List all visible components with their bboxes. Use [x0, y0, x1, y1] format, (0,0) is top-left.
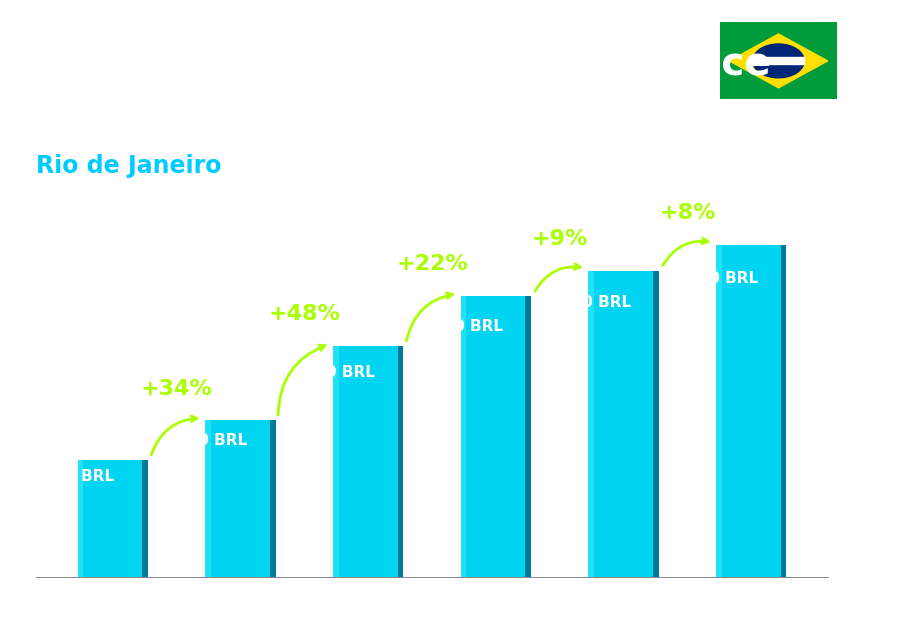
- Bar: [589, 271, 594, 577]
- Text: 23,900 BRL: 23,900 BRL: [534, 295, 631, 310]
- Bar: [270, 420, 275, 577]
- Bar: [398, 346, 403, 577]
- Text: +8%: +8%: [659, 203, 716, 223]
- Bar: [461, 296, 531, 577]
- Bar: [333, 346, 338, 577]
- Bar: [205, 420, 211, 577]
- Text: explorer.com: explorer.com: [450, 615, 567, 633]
- Bar: [716, 245, 787, 577]
- Bar: [526, 296, 531, 577]
- Text: +22%: +22%: [396, 254, 468, 274]
- Text: +34%: +34%: [140, 379, 212, 399]
- Bar: [142, 460, 148, 577]
- Bar: [205, 420, 275, 577]
- Text: Average Monthly Salary: Average Monthly Salary: [865, 278, 878, 427]
- Text: Financial Operations Manager: Financial Operations Manager: [36, 112, 436, 136]
- Text: 25,900 BRL: 25,900 BRL: [662, 271, 759, 287]
- Bar: [333, 346, 403, 577]
- Bar: [716, 245, 722, 577]
- Text: salaryexplorer.com: salaryexplorer.com: [354, 617, 546, 635]
- Text: Salary Comparison By Experience: Salary Comparison By Experience: [36, 45, 770, 83]
- Polygon shape: [729, 34, 828, 88]
- Text: Rio de Janeiro: Rio de Janeiro: [36, 154, 221, 178]
- Text: +48%: +48%: [268, 304, 340, 324]
- Text: 21,900 BRL: 21,900 BRL: [406, 319, 503, 333]
- Text: 12,200 BRL: 12,200 BRL: [150, 433, 248, 448]
- Text: 18,000 BRL: 18,000 BRL: [278, 365, 375, 379]
- Circle shape: [752, 44, 805, 78]
- Bar: [589, 271, 659, 577]
- Bar: [77, 460, 148, 577]
- Text: 9,110 BRL: 9,110 BRL: [28, 469, 114, 485]
- Text: +9%: +9%: [532, 229, 588, 249]
- Bar: [461, 296, 466, 577]
- Bar: [752, 57, 805, 64]
- Bar: [77, 460, 83, 577]
- Bar: [781, 245, 787, 577]
- Text: salary: salary: [389, 615, 450, 633]
- Bar: [653, 271, 659, 577]
